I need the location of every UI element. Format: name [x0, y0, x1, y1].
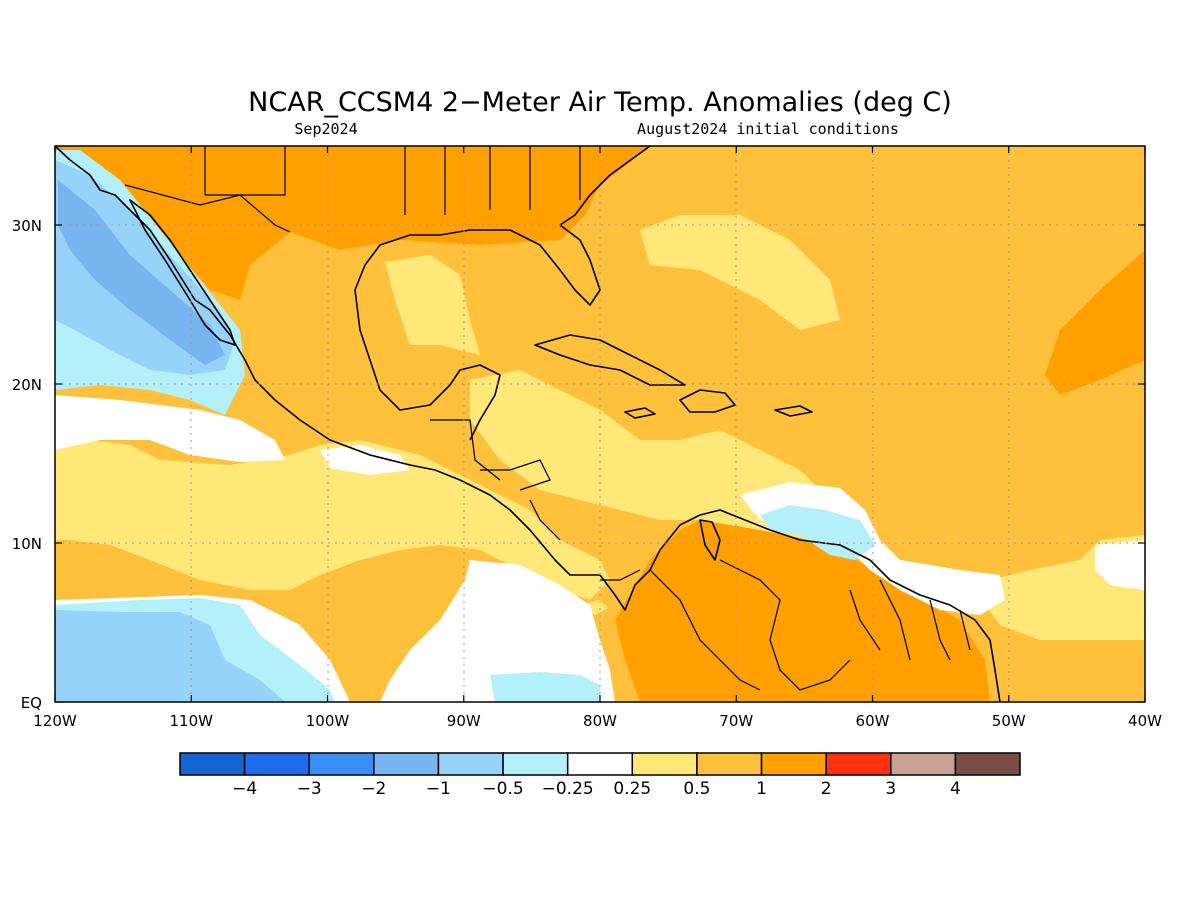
- colorbar-swatch: [696, 752, 763, 776]
- anomaly-1-to-2-regions: [55, 146, 1145, 702]
- colorbar-swatch: [373, 752, 440, 776]
- colorbar-swatch: [437, 752, 504, 776]
- longitude-axis: 120W 110W 100W 90W 80W 70W 60W 50W 40W: [33, 146, 1162, 730]
- lon-tick-label: 70W: [719, 712, 753, 730]
- initial-conditions-label: August2024 initial conditions: [637, 120, 899, 138]
- anomaly-0.25-to-0.5-regions: [55, 215, 1145, 640]
- colorbar-label: −0.25: [542, 779, 594, 799]
- colorbar-label: 3: [885, 779, 896, 799]
- lon-tick-label: 120W: [33, 712, 77, 730]
- colorbar-label: −4: [232, 779, 257, 799]
- lon-tick-label: 50W: [992, 712, 1026, 730]
- lon-tick-label: 90W: [447, 712, 481, 730]
- lon-tick-label: 100W: [306, 712, 350, 730]
- colorbar-label: −0.5: [482, 779, 523, 799]
- colorbar-label: 0.25: [613, 779, 651, 799]
- country-borders: [124, 146, 971, 691]
- cold-anomaly-regions: [55, 150, 875, 702]
- lat-tick-label: 20N: [12, 376, 42, 394]
- colorbar-swatch: [243, 752, 310, 776]
- lon-tick-label: 110W: [170, 712, 214, 730]
- colorbar-swatch: [825, 752, 892, 776]
- colorbar-label: −1: [426, 779, 451, 799]
- colorbar-swatch: [179, 752, 246, 776]
- lon-tick-label: 60W: [856, 712, 890, 730]
- colorbar-swatch: [760, 752, 827, 776]
- colorbar-label: 2: [821, 779, 832, 799]
- colorbar-swatch: [502, 752, 569, 776]
- coastlines: [55, 146, 1001, 702]
- colorbar-label: 1: [756, 779, 767, 799]
- colorbar-label: 4: [950, 779, 961, 799]
- map-title: NCAR_CCSM4 2−Meter Air Temp. Anomalies (…: [248, 87, 952, 118]
- colorbar: −4 −3 −2 −1 −0.5 −0.25 0.25 0.5 1 2 3 4: [179, 752, 1021, 799]
- map-panel: [55, 146, 1145, 702]
- colorbar-swatch: [308, 752, 375, 776]
- colorbar-swatch: [890, 752, 957, 776]
- lat-tick-label: EQ: [21, 694, 42, 712]
- colorbar-swatch: [631, 752, 698, 776]
- lon-tick-label: 40W: [1128, 712, 1162, 730]
- lat-tick-label: 10N: [12, 535, 42, 553]
- colorbar-swatch: [566, 752, 634, 776]
- lat-tick-label: 30N: [12, 217, 42, 235]
- latitude-axis: EQ 10N 20N 30N: [12, 217, 1145, 712]
- gridlines: [55, 146, 1145, 702]
- lon-tick-label: 80W: [583, 712, 617, 730]
- colorbar-swatch: [954, 752, 1021, 776]
- colorbar-label: −2: [361, 779, 386, 799]
- colorbar-label: −3: [297, 779, 322, 799]
- valid-month-label: Sep2024: [294, 120, 357, 138]
- colorbar-label: 0.5: [683, 779, 710, 799]
